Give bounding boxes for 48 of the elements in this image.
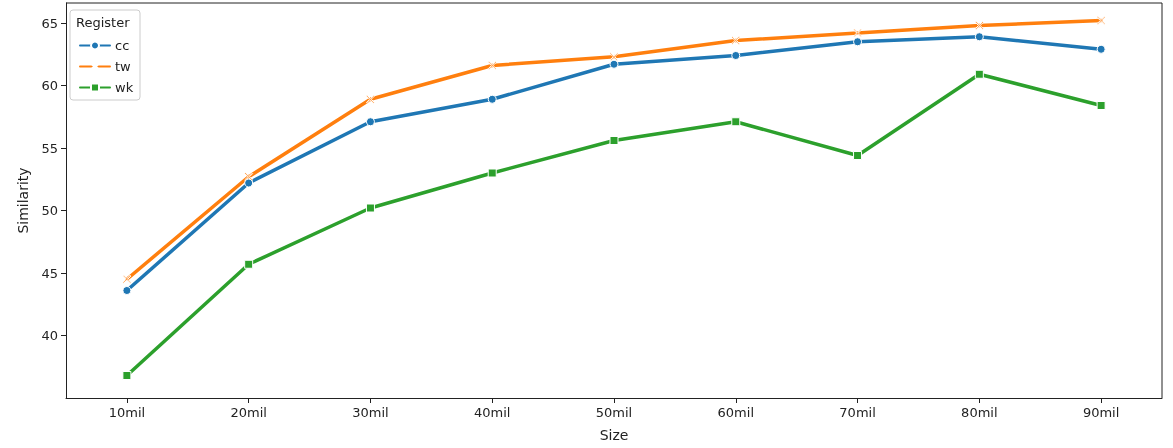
legend-label: wk bbox=[115, 80, 134, 95]
point bbox=[974, 21, 984, 30]
y-tick-label: 40 bbox=[41, 328, 58, 343]
y-tick-label: 60 bbox=[41, 78, 58, 93]
y-tick-label: 65 bbox=[41, 15, 58, 31]
y-tick-label: 45 bbox=[41, 265, 58, 281]
legend-title: Register bbox=[76, 15, 131, 30]
point bbox=[244, 172, 254, 182]
x-axis-title: Size bbox=[599, 427, 629, 443]
point bbox=[974, 69, 984, 79]
x-tick-label: 40mil bbox=[474, 405, 511, 420]
point bbox=[974, 32, 984, 42]
point bbox=[365, 117, 375, 127]
x-tick-label: 30mil bbox=[352, 405, 389, 420]
point bbox=[487, 61, 497, 70]
point bbox=[122, 371, 132, 380]
point bbox=[853, 151, 863, 160]
point bbox=[244, 178, 254, 188]
legend-label: tw bbox=[115, 59, 132, 74]
point bbox=[853, 37, 863, 47]
point bbox=[853, 28, 863, 38]
x-tick-label: 90mil bbox=[1082, 405, 1120, 420]
point bbox=[609, 59, 619, 69]
point bbox=[1096, 44, 1106, 54]
x-tick-label: 60mil bbox=[717, 405, 754, 420]
point bbox=[609, 136, 619, 145]
point bbox=[122, 286, 132, 295]
point bbox=[731, 51, 741, 60]
point bbox=[244, 259, 254, 269]
y-axis-title: Similarity bbox=[15, 167, 31, 234]
point bbox=[122, 274, 132, 284]
point bbox=[1096, 16, 1106, 25]
x-tick-label: 50mil bbox=[595, 405, 633, 420]
y-tick-label: 50 bbox=[41, 203, 58, 218]
point bbox=[487, 168, 497, 178]
point bbox=[365, 94, 375, 104]
point bbox=[487, 94, 497, 104]
x-tick-label: 20mil bbox=[230, 405, 267, 420]
point bbox=[731, 36, 741, 45]
x-tick-label: 10mil bbox=[108, 405, 146, 420]
legend-label: cc bbox=[115, 38, 130, 53]
point bbox=[1096, 101, 1106, 110]
x-tick-label: 80mil bbox=[961, 405, 998, 420]
point bbox=[731, 117, 741, 127]
point bbox=[365, 203, 375, 213]
point bbox=[609, 52, 619, 62]
y-tick-label: 55 bbox=[41, 140, 58, 156]
x-tick-label: 70mil bbox=[839, 405, 876, 420]
